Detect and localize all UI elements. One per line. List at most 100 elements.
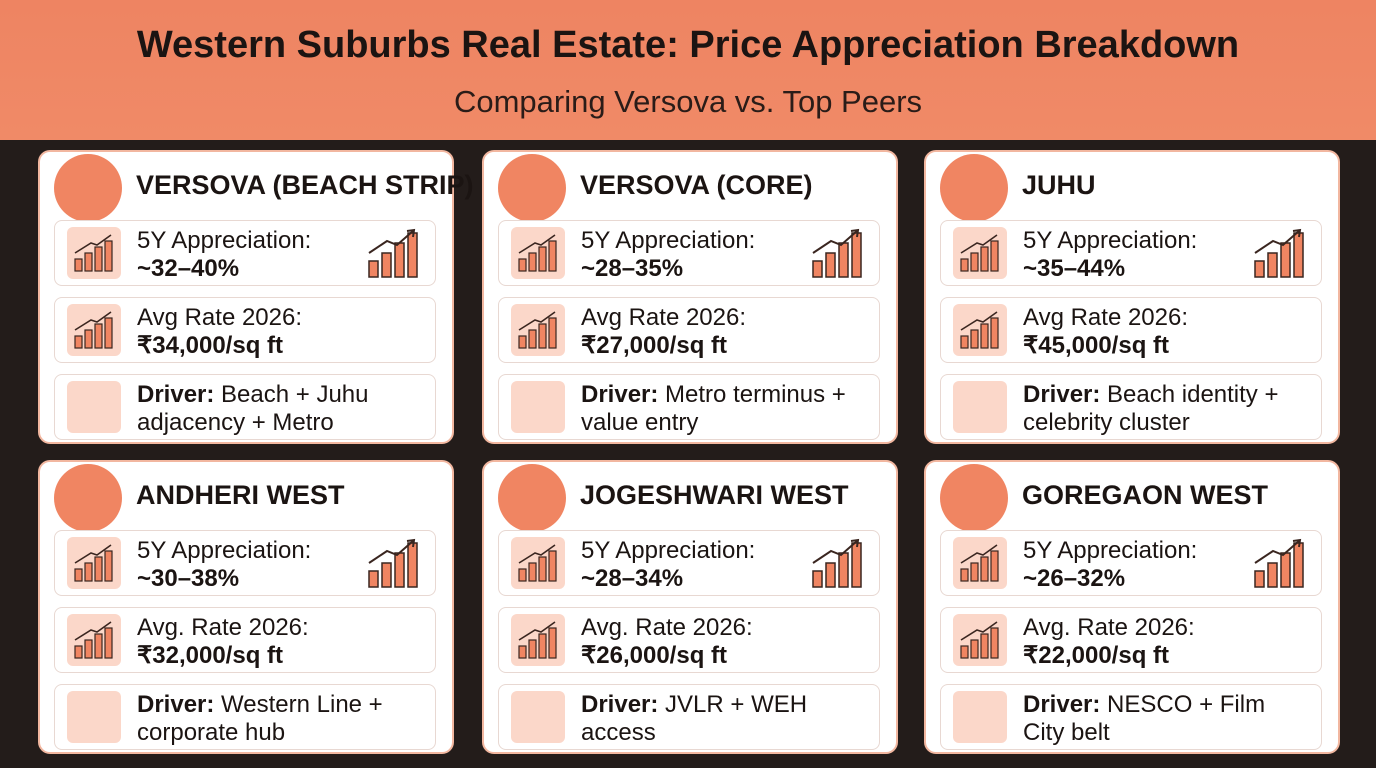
card: VERSOVA (CORE) 5Y Appreciation: ~28–35% Avg… bbox=[482, 150, 898, 444]
row-text: 5Y Appreciation: ~35–44% bbox=[1023, 227, 1253, 283]
card-name: ANDHERI WEST bbox=[136, 480, 345, 510]
row-value: ~35–44% bbox=[1023, 255, 1126, 282]
row-value: ₹27,000/sq ft bbox=[581, 332, 728, 359]
trend-icon bbox=[809, 227, 867, 284]
row-text: 5Y Appreciation: ~28–35% bbox=[581, 227, 811, 283]
row-label: 5Y Appreciation: bbox=[581, 227, 756, 254]
driver-text: Driver: Western Line + corporate hub bbox=[137, 691, 427, 747]
card: ANDHERI WEST 5Y Appreciation: ~30–38% Avg. … bbox=[38, 460, 454, 754]
driver-text: Driver: NESCO + Film City belt bbox=[1023, 691, 1313, 747]
card-icon bbox=[54, 154, 122, 222]
row-value: ~28–35% bbox=[581, 255, 684, 282]
driver-label: Driver: bbox=[1023, 691, 1101, 718]
trend-icon bbox=[1251, 227, 1309, 284]
row-value: ~30–38% bbox=[137, 565, 240, 592]
row-icon bbox=[67, 381, 121, 433]
title: Western Suburbs Real Estate: Price Appre… bbox=[136, 24, 1240, 66]
row-icon bbox=[953, 304, 1007, 356]
appreciation-row: 5Y Appreciation: ~28–35% bbox=[498, 220, 880, 286]
card-icon bbox=[940, 154, 1008, 222]
driver-value: Beach + Juhu adjacency + Metro bbox=[137, 381, 369, 436]
row-icon bbox=[511, 304, 565, 356]
card-name: JUHU bbox=[1022, 170, 1096, 200]
row-text: Avg. Rate 2026: ₹26,000/sq ft bbox=[581, 614, 811, 670]
trend-icon bbox=[809, 537, 867, 594]
row-icon bbox=[67, 304, 121, 356]
driver-text: Driver: Beach + Juhu adjacency + Metro bbox=[137, 381, 427, 437]
row-icon bbox=[953, 227, 1007, 279]
row-icon bbox=[511, 614, 565, 666]
row-icon bbox=[511, 227, 565, 279]
driver-row: Driver: JVLR + WEH access bbox=[498, 684, 880, 750]
driver-label: Driver: bbox=[581, 691, 659, 718]
driver-label: Driver: bbox=[137, 691, 215, 718]
driver-label: Driver: bbox=[137, 381, 215, 408]
header: Western Suburbs Real Estate: Price Appre… bbox=[0, 0, 1376, 140]
driver-row: Driver: NESCO + Film City belt bbox=[940, 684, 1322, 750]
row-value: ₹34,000/sq ft bbox=[137, 332, 284, 359]
driver-value: JVLR + WEH access bbox=[581, 691, 808, 746]
driver-row: Driver: Beach identity + celebrity clust… bbox=[940, 374, 1322, 440]
row-value: ₹26,000/sq ft bbox=[581, 642, 728, 669]
driver-value: Western Line + corporate hub bbox=[137, 691, 383, 746]
rate-row: Avg Rate 2026: ₹45,000/sq ft bbox=[940, 297, 1322, 363]
row-icon bbox=[511, 381, 565, 433]
row-icon bbox=[511, 537, 565, 589]
row-label: Avg Rate 2026: bbox=[1023, 304, 1189, 331]
card-name: JOGESHWARI WEST bbox=[580, 480, 849, 510]
row-label: 5Y Appreciation: bbox=[137, 537, 312, 564]
row-text: 5Y Appreciation: ~28–34% bbox=[581, 537, 811, 593]
row-label: 5Y Appreciation: bbox=[1023, 227, 1198, 254]
row-label: Avg Rate 2026: bbox=[581, 304, 747, 331]
driver-value: Beach identity + celebrity cluster bbox=[1023, 381, 1279, 436]
appreciation-row: 5Y Appreciation: ~35–44% bbox=[940, 220, 1322, 286]
row-value: ₹45,000/sq ft bbox=[1023, 332, 1170, 359]
row-icon bbox=[953, 537, 1007, 589]
rate-row: Avg. Rate 2026: ₹22,000/sq ft bbox=[940, 607, 1322, 673]
row-value: ~28–34% bbox=[581, 565, 684, 592]
driver-row: Driver: Western Line + corporate hub bbox=[54, 684, 436, 750]
driver-text: Driver: JVLR + WEH access bbox=[581, 691, 871, 747]
row-label: Avg. Rate 2026: bbox=[581, 614, 753, 641]
appreciation-row: 5Y Appreciation: ~26–32% bbox=[940, 530, 1322, 596]
trend-icon bbox=[365, 537, 423, 594]
row-icon bbox=[953, 691, 1007, 743]
row-icon bbox=[67, 614, 121, 666]
row-text: 5Y Appreciation: ~26–32% bbox=[1023, 537, 1253, 593]
row-text: Avg Rate 2026: ₹27,000/sq ft bbox=[581, 304, 811, 360]
driver-text: Driver: Beach identity + celebrity clust… bbox=[1023, 381, 1313, 437]
row-icon bbox=[67, 537, 121, 589]
row-text: Avg Rate 2026: ₹34,000/sq ft bbox=[137, 304, 367, 360]
card: GOREGAON WEST 5Y Appreciation: ~26–32% Avg.… bbox=[924, 460, 1340, 754]
row-label: 5Y Appreciation: bbox=[581, 537, 756, 564]
row-label: Avg. Rate 2026: bbox=[137, 614, 309, 641]
row-value: ₹22,000/sq ft bbox=[1023, 642, 1170, 669]
subtitle: Comparing Versova vs. Top Peers bbox=[453, 84, 923, 119]
row-text: 5Y Appreciation: ~32–40% bbox=[137, 227, 367, 283]
driver-label: Driver: bbox=[1023, 381, 1101, 408]
card: VERSOVA (BEACH STRIP) 5Y Appreciation: ~32… bbox=[38, 150, 474, 444]
row-label: 5Y Appreciation: bbox=[137, 227, 312, 254]
appreciation-row: 5Y Appreciation: ~30–38% bbox=[54, 530, 436, 596]
row-text: 5Y Appreciation: ~30–38% bbox=[137, 537, 367, 593]
row-icon bbox=[67, 691, 121, 743]
card-icon bbox=[498, 154, 566, 222]
row-label: 5Y Appreciation: bbox=[1023, 537, 1198, 564]
driver-label: Driver: bbox=[581, 381, 659, 408]
row-text: Avg. Rate 2026: ₹22,000/sq ft bbox=[1023, 614, 1253, 670]
card: JUHU 5Y Appreciation: ~35–44% Avg Rate 2026… bbox=[924, 150, 1340, 444]
rate-row: Avg. Rate 2026: ₹26,000/sq ft bbox=[498, 607, 880, 673]
driver-value: NESCO + Film City belt bbox=[1023, 691, 1266, 746]
card-name: VERSOVA (BEACH STRIP) bbox=[136, 170, 474, 200]
trend-icon bbox=[365, 227, 423, 284]
row-icon bbox=[511, 691, 565, 743]
driver-row: Driver: Beach + Juhu adjacency + Metro bbox=[54, 374, 436, 440]
row-label: Avg Rate 2026: bbox=[137, 304, 303, 331]
appreciation-row: 5Y Appreciation: ~28–34% bbox=[498, 530, 880, 596]
card-icon bbox=[498, 464, 566, 532]
card-name: GOREGAON WEST bbox=[1022, 480, 1269, 510]
driver-value: Metro terminus + value entry bbox=[581, 381, 846, 436]
card-icon bbox=[54, 464, 122, 532]
row-value: ~32–40% bbox=[137, 255, 240, 282]
